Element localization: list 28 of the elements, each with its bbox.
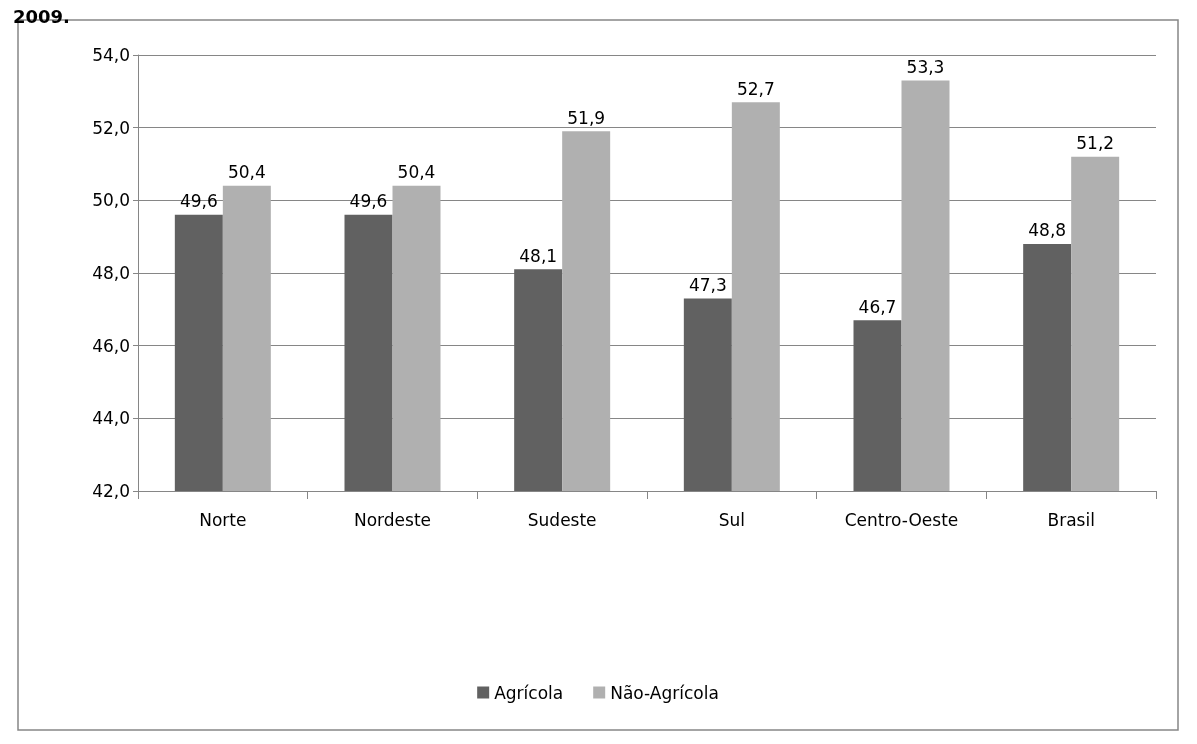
- y-tick-label: 54,0: [92, 45, 130, 65]
- data-label: 52,7: [736, 78, 775, 99]
- data-label: 48,1: [519, 245, 558, 266]
- data-label: 47,3: [688, 274, 727, 295]
- y-tick-label: 50,0: [92, 190, 130, 211]
- data-label: 51,2: [1076, 133, 1115, 154]
- x-tick-label: Sudeste: [527, 509, 597, 530]
- x-tick-label: Sul: [718, 509, 745, 530]
- data-label: 49,6: [179, 191, 218, 212]
- data-label: 50,4: [227, 162, 266, 183]
- data-label: 53,3: [906, 56, 945, 77]
- y-tick-label: 52,0: [92, 117, 130, 138]
- y-tick-label: 44,0: [92, 408, 130, 429]
- x-tick-label: Brasil: [1047, 509, 1095, 530]
- data-label: 48,8: [1028, 220, 1067, 241]
- data-label: 46,7: [858, 296, 897, 317]
- y-tick-label: 42,0: [92, 481, 130, 501]
- data-label: 50,4: [397, 162, 436, 183]
- data-label: 51,9: [567, 107, 606, 128]
- y-tick-label: 46,0: [92, 335, 130, 356]
- chart-title: 2009.: [13, 5, 70, 27]
- legend-label: Não-Agrícola: [610, 682, 719, 703]
- y-tick-label: 48,0: [92, 263, 130, 283]
- legend-label: Agrícola: [494, 682, 564, 703]
- x-tick-label: Norte: [199, 509, 247, 530]
- data-label: 49,6: [349, 191, 388, 212]
- x-tick-label: Nordeste: [353, 509, 432, 530]
- x-tick-label: Centro-Oeste: [844, 509, 959, 530]
